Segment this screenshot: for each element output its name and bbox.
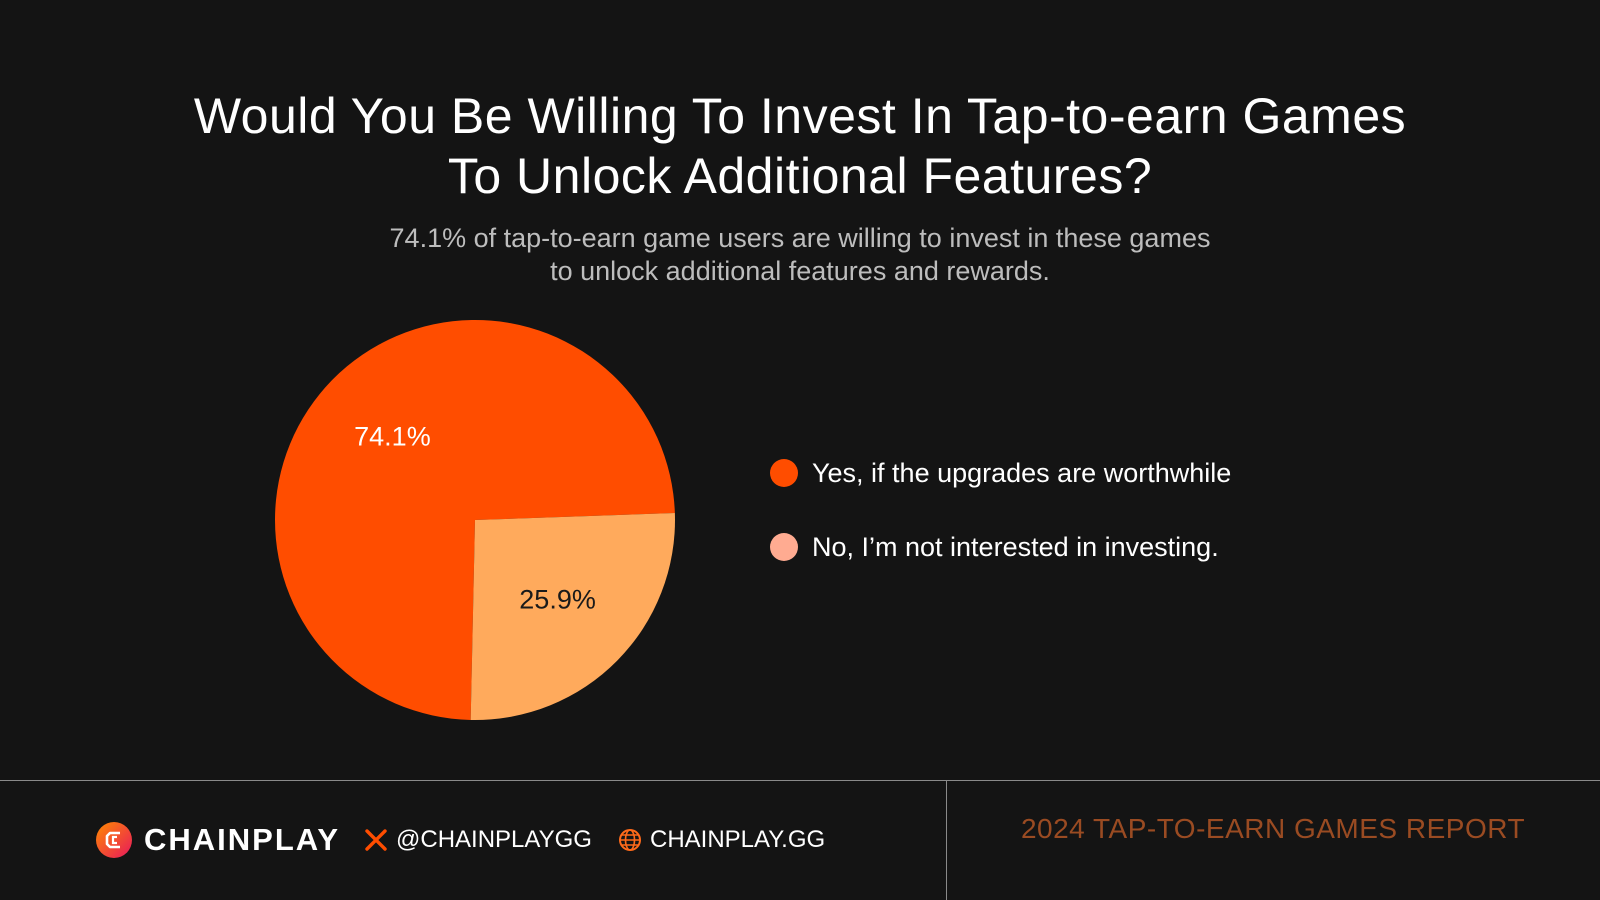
x-logo-icon [365,829,387,851]
chart-subtitle: 74.1% of tap-to-earn game users are will… [0,222,1600,288]
website-url: CHAINPLAY.GG [650,826,826,853]
footer-divider-horizontal [0,780,1600,781]
report-name: 2024 TAP-TO-EARN GAMES REPORT [1020,813,1526,844]
pie-label-no: 25.9% [519,585,596,615]
pie-chart: 74.1% 25.9% [275,320,675,720]
globe-icon [619,829,641,851]
pie-label-yes: 74.1% [354,422,431,452]
chart-legend: Yes, if the upgrades are worthwhile No, … [770,455,1231,603]
brand-name: CHAINPLAY [144,822,340,857]
legend-label-no: No, I’m not interested in investing. [812,531,1219,562]
chart-subtitle-line-1: 74.1% of tap-to-earn game users are will… [389,223,1211,253]
legend-swatch-no [770,533,798,561]
legend-swatch-yes [770,459,798,487]
pie-slice-yes [275,320,675,720]
social-handle-link[interactable]: @CHAINPLAYGG [364,826,592,854]
chart-title-line-1: Would You Be Willing To Invest In Tap-to… [193,88,1407,144]
chainplay-logo-icon [96,822,132,858]
legend-item-yes: Yes, if the upgrades are worthwhile [770,455,1231,491]
footer-divider-vertical [946,780,947,900]
social-handle: @CHAINPLAYGG [396,826,592,853]
website-link[interactable]: CHAINPLAY.GG [618,826,825,854]
chart-subtitle-line-2: to unlock additional features and reward… [550,256,1050,286]
chart-title: Would You Be Willing To Invest In Tap-to… [0,86,1600,206]
brand: CHAINPLAY [96,822,340,858]
pie-slice-no [470,513,675,720]
legend-label-yes: Yes, if the upgrades are worthwhile [812,457,1232,488]
chart-title-line-2: To Unlock Additional Features? [447,148,1153,204]
legend-item-no: No, I’m not interested in investing. [770,529,1231,565]
